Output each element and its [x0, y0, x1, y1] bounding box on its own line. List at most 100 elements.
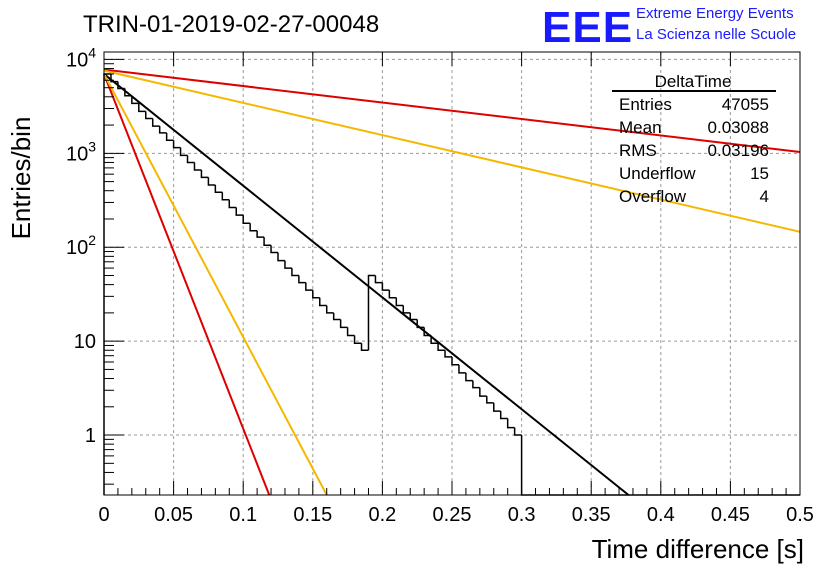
histogram-bin [465, 372, 473, 382]
histogram-bin [214, 185, 223, 194]
histogram-bin [325, 305, 334, 314]
y-tick-label: 102 [66, 232, 96, 259]
histogram-bin [228, 199, 237, 209]
eee-logo-line1: Extreme Energy Events [636, 5, 794, 22]
x-tick-label: 0.1 [229, 504, 257, 526]
x-tick-label: 0.3 [508, 504, 536, 526]
histogram-bin [402, 305, 411, 314]
x-tick-label: 0.25 [433, 504, 472, 526]
fit-curve [103, 69, 801, 233]
histogram-bin [367, 274, 376, 351]
histogram-bin [138, 103, 146, 113]
fit-curve [103, 73, 328, 496]
histogram-bin [416, 319, 425, 329]
grid [104, 52, 800, 495]
histogram-bin [165, 132, 174, 141]
histogram-bin [444, 350, 452, 358]
histogram-bin [249, 223, 258, 232]
histogram-bin [458, 364, 466, 374]
histogram-bin [381, 282, 390, 291]
histogram-bin [332, 312, 341, 321]
histogram-bin [353, 335, 362, 344]
x-tick-label: 0.5 [786, 504, 814, 526]
y-axis-title: Entries/bin [6, 117, 36, 240]
axis-ticks [103, 52, 801, 495]
eee-logo: EEE Extreme Energy Events La Scienza nel… [542, 3, 796, 52]
fit-curve [103, 73, 271, 496]
histogram-bin [513, 427, 522, 436]
histogram-bin [256, 230, 265, 238]
y-tick-label: 1 [85, 425, 96, 447]
stats-label-mean: Mean [619, 118, 662, 137]
histogram-bin [312, 290, 320, 299]
histogram-bin [235, 207, 244, 216]
y-tick-label: 10 [74, 331, 96, 353]
x-tick-label: 0.15 [293, 504, 332, 526]
histogram-bin [360, 343, 369, 352]
stats-label-underflow: Underflow [619, 164, 696, 183]
stats-value-underflow: 15 [750, 164, 769, 183]
x-tick-label: 0 [98, 504, 109, 526]
stats-label-overflow: Overflow [619, 187, 687, 206]
eee-logo-line2: La Scienza nelle Scuole [636, 26, 796, 43]
histogram-bin [207, 177, 216, 186]
histogram-bin [151, 118, 160, 127]
histogram-bin [131, 95, 139, 105]
y-tick-label: 104 [66, 44, 96, 71]
histogram-bin [284, 260, 292, 269]
histogram-bin [305, 282, 313, 291]
stats-value-rms: 0.03196 [708, 141, 769, 160]
x-axis-title: Time difference [s] [592, 534, 804, 564]
histogram-bin [221, 192, 230, 201]
histogram-bin [423, 327, 432, 337]
histogram-bin [430, 335, 439, 344]
histogram-bin [346, 327, 355, 337]
y-tick-labels: 1 10 102 103 104 [66, 44, 96, 447]
histogram-bin [409, 312, 418, 321]
histogram-bin [200, 169, 209, 179]
x-tick-label: 0.45 [711, 504, 750, 526]
stats-label-entries: Entries [619, 95, 672, 114]
histogram-bin [179, 147, 188, 157]
histogram-bin [263, 237, 272, 247]
histogram-bin [117, 81, 125, 90]
histogram-bin [193, 162, 202, 171]
stats-value-overflow: 4 [760, 187, 769, 206]
histogram-bin [499, 411, 508, 420]
x-tick-label: 0.4 [647, 504, 675, 526]
fit-curves [103, 68, 801, 496]
stats-value-entries: 47055 [722, 95, 769, 114]
fit-curve [103, 68, 801, 153]
histogram-bin [493, 402, 501, 412]
histogram-bin [277, 252, 285, 262]
histogram-bin [270, 245, 278, 254]
histogram-bin [506, 418, 515, 429]
histogram-bin [110, 73, 118, 83]
histogram-bin [388, 290, 397, 299]
histogram-bin [437, 343, 446, 352]
histogram-bin [145, 111, 153, 120]
stats-title: DeltaTime [655, 72, 732, 91]
histogram-bin [158, 126, 167, 134]
histogram-bin [451, 356, 459, 366]
histogram-bin [124, 88, 132, 97]
histogram-bin [339, 319, 348, 329]
histogram-bin [374, 275, 383, 284]
stats-value-mean: 0.03088 [708, 118, 769, 137]
histogram-bin [298, 275, 306, 284]
histogram-bin [186, 155, 195, 164]
y-tick-label: 103 [66, 138, 96, 165]
histogram-bin [486, 396, 494, 404]
histogram-bin [395, 297, 404, 307]
histogram-bin [520, 435, 529, 496]
x-tick-label: 0.2 [368, 504, 396, 526]
x-tick-label: 0.35 [572, 504, 611, 526]
stats-label-rms: RMS [619, 141, 657, 160]
histogram-bin [319, 297, 327, 307]
histogram-bin [291, 268, 299, 277]
eee-logo-acronym: EEE [542, 3, 633, 52]
fit-curve [103, 73, 630, 496]
histogram-bin [472, 380, 480, 389]
histogram-bin [172, 140, 181, 149]
